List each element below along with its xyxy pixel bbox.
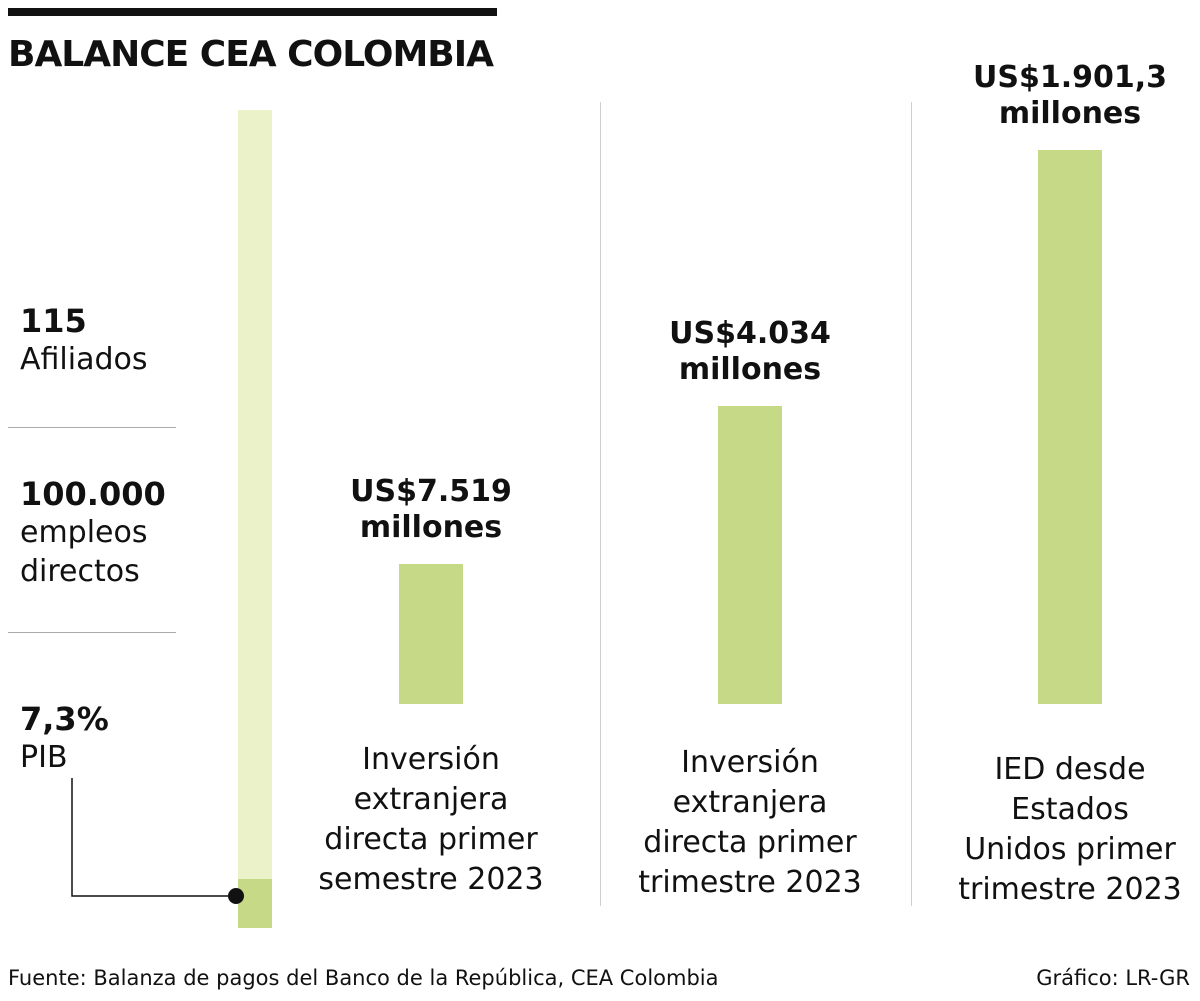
caption-line: extranjera <box>672 785 828 820</box>
caption-line: IED desde <box>994 752 1146 787</box>
stat-label: directos <box>20 554 140 589</box>
stat-label: PIB <box>20 740 68 775</box>
pib-connector-dot <box>228 888 244 904</box>
stat-separator <box>8 632 176 633</box>
stat-empleos: 100.000 empleos directos <box>20 475 166 591</box>
bar <box>718 406 782 704</box>
bar-value-unit: millones <box>998 96 1142 131</box>
stat-label: empleos <box>20 515 148 550</box>
bar-value-unit: millones <box>678 352 822 387</box>
caption-line: trimestre 2023 <box>958 872 1182 907</box>
caption-line: directa primer <box>324 822 538 857</box>
bar-value-label: US$7.519 millones <box>291 474 571 546</box>
stat-value: 100.000 <box>20 475 166 513</box>
stat-value: 7,3% <box>20 700 109 738</box>
credit-note: Gráfico: LR-GR <box>1036 966 1190 990</box>
pib-bar-fill <box>238 879 272 928</box>
stat-value: 115 <box>20 302 87 340</box>
bar-value-amount: US$7.519 <box>350 474 512 509</box>
stat-pib: 7,3% PIB <box>20 700 109 777</box>
caption-line: semestre 2023 <box>318 862 544 897</box>
stat-separator <box>8 427 176 428</box>
bar-value-unit: millones <box>359 510 503 545</box>
caption-line: extranjera <box>353 782 509 817</box>
top-rule <box>8 8 497 16</box>
stat-afiliados: 115 Afiliados <box>20 302 148 379</box>
chart-title: BALANCE CEA COLOMBIA <box>8 34 494 75</box>
bar-value-label: US$4.034 millones <box>610 316 890 388</box>
caption-line: Unidos primer <box>964 832 1176 867</box>
source-note: Fuente: Balanza de pagos del Banco de la… <box>8 966 719 990</box>
caption-line: trimestre 2023 <box>638 865 862 900</box>
pib-bar-track <box>238 110 272 928</box>
bar <box>399 564 463 704</box>
stat-label: Afiliados <box>20 342 148 377</box>
bar-category-label: IED desde Estados Unidos primer trimestr… <box>920 750 1200 910</box>
pib-connector-line <box>71 778 236 897</box>
bar-value-label: US$1.901,3 millones <box>930 60 1200 132</box>
caption-line: Inversión <box>681 745 819 780</box>
caption-line: Estados <box>1011 792 1129 827</box>
bar-category-label: Inversión extranjera directa primer seme… <box>281 740 581 900</box>
bar <box>1038 150 1102 704</box>
caption-line: directa primer <box>643 825 857 860</box>
bar-value-amount: US$4.034 <box>669 316 831 351</box>
bar-category-label: Inversión extranjera directa primer trim… <box>600 743 900 903</box>
caption-line: Inversión <box>362 742 500 777</box>
column-divider <box>600 102 601 906</box>
column-divider <box>911 102 912 906</box>
bar-value-amount: US$1.901,3 <box>972 60 1167 95</box>
